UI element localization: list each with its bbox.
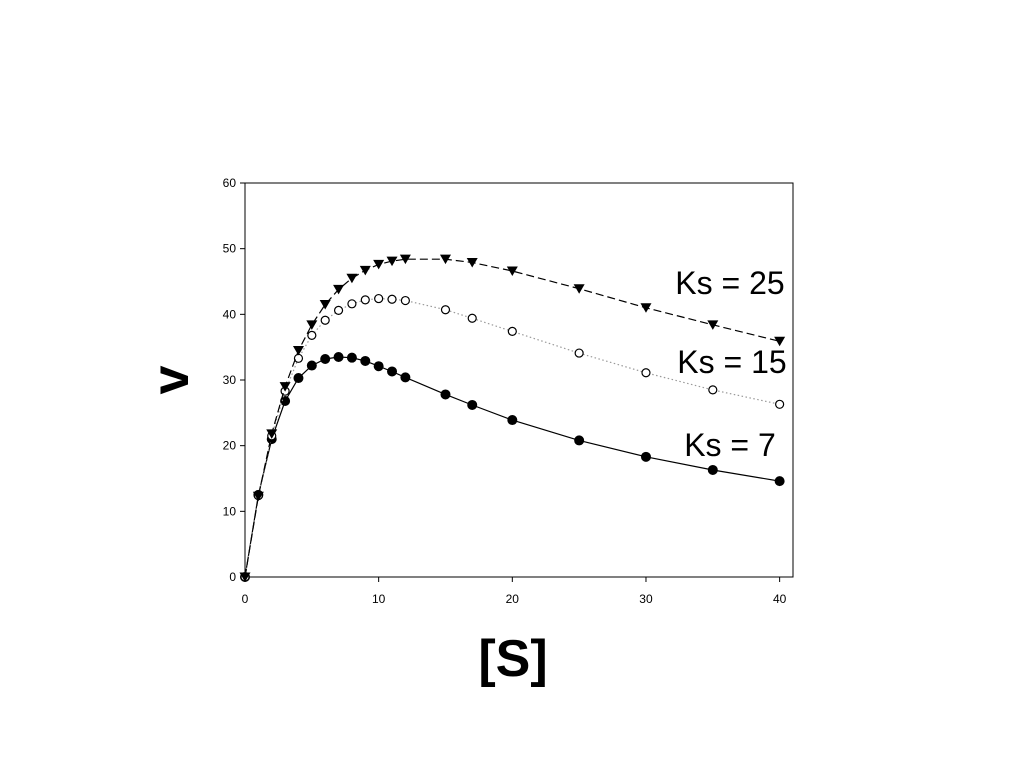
marker	[467, 399, 478, 410]
marker	[293, 353, 304, 363]
marker	[360, 295, 370, 305]
series-line	[244, 258, 780, 578]
marker	[775, 399, 785, 409]
marker	[640, 303, 652, 313]
x-tick-label: 30	[639, 592, 653, 606]
marker	[400, 295, 410, 306]
marker	[306, 320, 318, 330]
marker	[319, 299, 331, 310]
marker	[293, 373, 304, 384]
marker	[467, 313, 477, 323]
marker	[333, 352, 344, 363]
marker	[307, 330, 317, 340]
y-tick-label: 0	[229, 570, 236, 584]
y-tick-label: 50	[223, 242, 237, 256]
marker	[333, 305, 344, 315]
marker	[440, 305, 451, 315]
y-tick-label: 30	[223, 373, 237, 387]
marker	[346, 352, 357, 363]
x-tick-label: 40	[773, 592, 787, 606]
y-axis-label: v	[142, 365, 200, 394]
series-label: Ks = 15	[677, 344, 786, 380]
marker	[387, 294, 397, 304]
marker	[507, 415, 518, 426]
marker	[266, 429, 278, 439]
marker	[641, 368, 651, 378]
x-axis-label: [S]	[478, 630, 547, 688]
marker	[707, 320, 719, 330]
x-tick-label: 20	[506, 592, 520, 606]
marker	[333, 284, 345, 295]
marker	[386, 256, 398, 267]
series-label: Ks = 25	[675, 265, 784, 301]
marker	[399, 254, 411, 265]
marker	[373, 361, 384, 372]
marker	[574, 435, 585, 446]
y-tick-label: 60	[223, 176, 237, 190]
marker	[239, 572, 251, 582]
marker	[280, 396, 291, 407]
marker	[439, 254, 451, 265]
y-tick-label: 40	[223, 307, 237, 321]
marker	[373, 259, 385, 270]
marker	[306, 360, 317, 371]
marker	[573, 284, 585, 294]
marker	[774, 336, 786, 347]
marker	[252, 491, 264, 502]
plot-frame	[244, 182, 794, 578]
marker	[387, 366, 398, 377]
marker	[320, 315, 330, 325]
y-tick-label: 20	[223, 439, 237, 453]
marker	[320, 353, 331, 364]
marker	[346, 273, 358, 284]
x-tick-label: 0	[242, 592, 249, 606]
marker	[359, 265, 371, 276]
marker	[466, 257, 478, 268]
marker	[506, 266, 518, 276]
marker	[374, 293, 384, 304]
marker	[574, 348, 584, 358]
series-line	[244, 356, 780, 578]
marker	[774, 476, 785, 487]
marker	[347, 299, 357, 309]
series-label: Ks = 7	[684, 427, 776, 463]
marker	[360, 355, 371, 366]
marker	[507, 326, 517, 337]
marker	[400, 372, 411, 383]
marker	[707, 464, 718, 475]
marker	[292, 345, 304, 356]
marker	[279, 382, 291, 392]
x-tick-label: 10	[372, 592, 386, 606]
y-tick-label: 10	[223, 504, 237, 518]
marker	[440, 389, 451, 400]
marker	[640, 451, 651, 462]
marker	[708, 385, 718, 395]
